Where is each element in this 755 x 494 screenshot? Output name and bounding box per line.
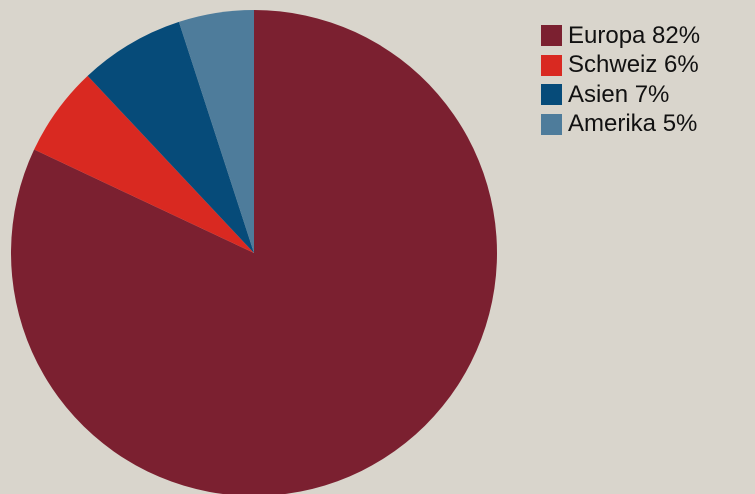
legend-item: Schweiz 6% [541, 51, 700, 81]
legend-label: Amerika 5% [568, 110, 698, 138]
pie-slice-asien [87, 21, 254, 254]
legend-swatch [541, 113, 562, 135]
legend-item: Europa 82% [541, 21, 700, 51]
legend-item: Asien 7% [541, 80, 700, 110]
legend-label: Europa 82% [568, 21, 701, 49]
pie-slice-amerika [178, 10, 254, 253]
legend-label: Schweiz 6% [568, 51, 699, 79]
legend-label: Asien 7% [568, 80, 670, 108]
legend-swatch [541, 54, 562, 76]
legend-item: Amerika 5% [541, 110, 700, 140]
legend-swatch [541, 25, 562, 47]
legend-swatch [541, 84, 562, 106]
pie-slice-schweiz [34, 75, 254, 253]
pie-slice-europa [11, 10, 497, 494]
chart-legend: Europa 82% Schweiz 6% Asien 7% Amerika 5% [541, 21, 700, 139]
